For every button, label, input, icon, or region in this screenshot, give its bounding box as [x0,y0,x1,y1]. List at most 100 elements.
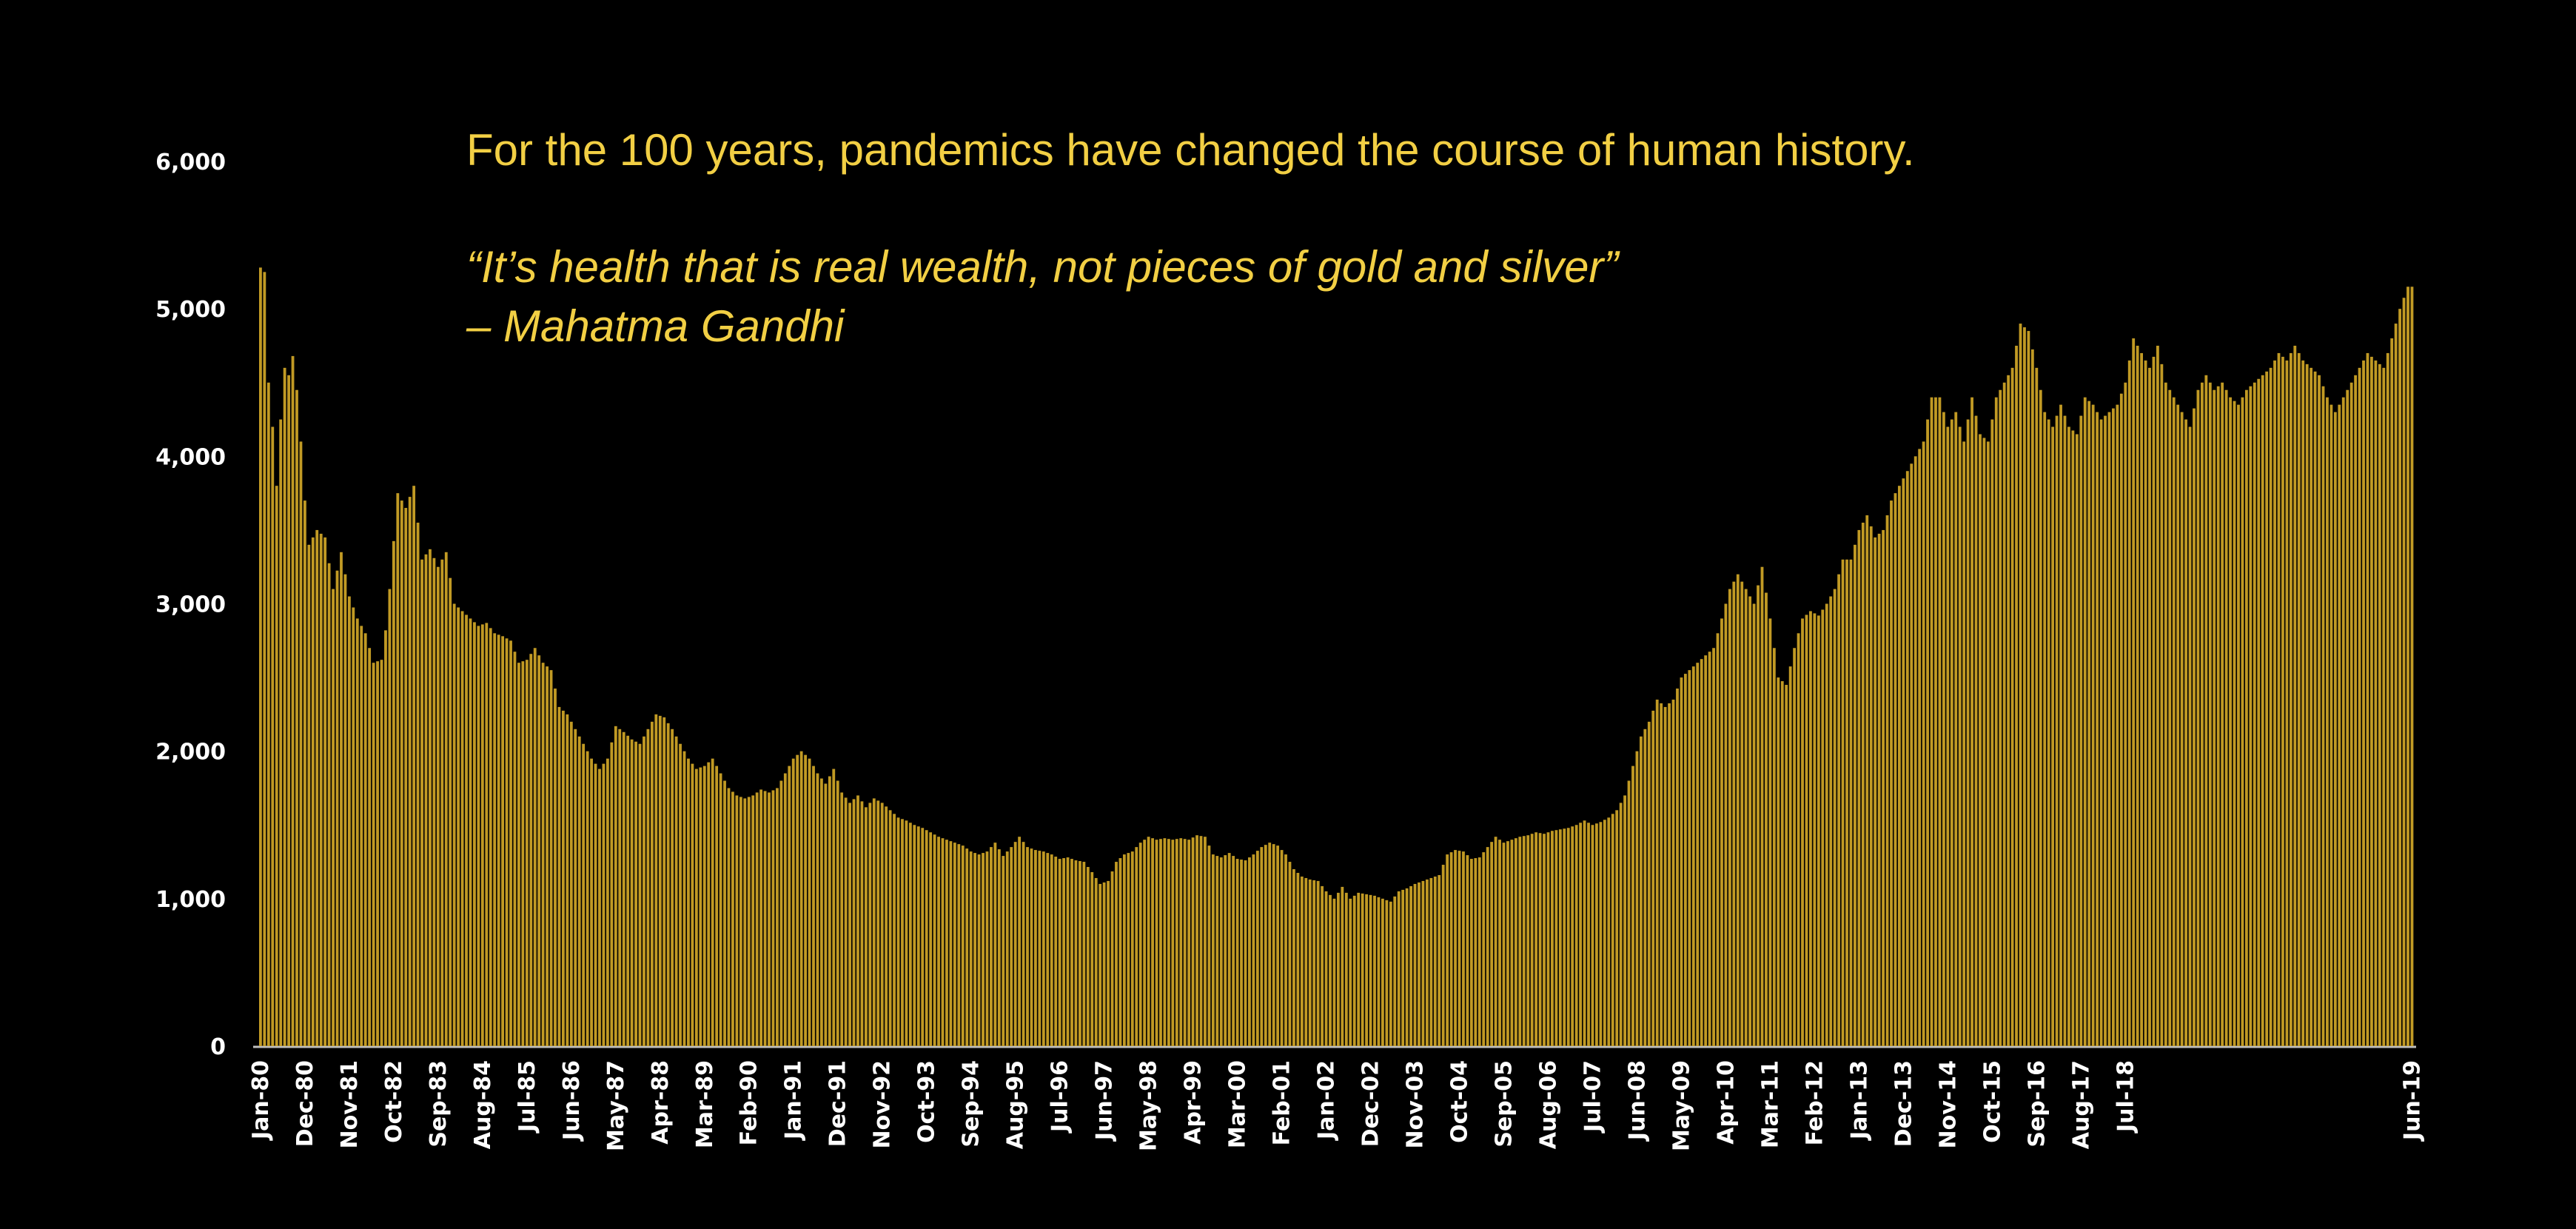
bar [291,355,295,1046]
bar [363,633,367,1046]
bar [1284,854,1287,1046]
bar [2160,364,2164,1047]
bar [2116,404,2119,1047]
bar [2083,397,2087,1046]
x-tick-label: Oct-15 [1979,1060,2005,1143]
bar [1365,894,1368,1046]
bar [819,778,823,1046]
bar [1361,893,1364,1046]
bar [2144,360,2147,1047]
bar [840,792,844,1046]
bar [1082,862,1086,1046]
x-tick-label: Feb-90 [737,1060,762,1145]
x-tick-label: Dec-02 [1358,1060,1384,1147]
bar [602,763,606,1046]
bar [2071,430,2075,1046]
bar [1587,823,1590,1046]
bar [2200,382,2204,1046]
bar [1543,834,1546,1046]
bar [808,758,811,1047]
bar [360,626,363,1047]
bar [368,648,372,1046]
bar [1062,858,1065,1046]
x-tick-label: Mar-11 [1757,1060,1783,1148]
bar [1034,850,1037,1046]
quote-text: “It’s health that is real wealth, not pi… [466,242,1619,292]
bar [1930,397,1933,1046]
bar [1409,885,1412,1046]
bar [687,758,690,1047]
x-tick-label: Jun-86 [559,1060,585,1142]
y-tick-label: 5,000 [155,297,226,323]
bar [1421,880,1425,1046]
bar [311,537,315,1047]
bar [315,529,319,1046]
bar [1691,666,1695,1046]
bar [2208,382,2212,1046]
bar [2091,404,2095,1047]
bar [747,797,751,1046]
bar [1264,845,1267,1046]
bar [2030,349,2034,1046]
bar [1099,883,1102,1046]
bar [1167,839,1170,1046]
bar [355,618,359,1046]
bar [1110,871,1114,1046]
bar [1793,648,1797,1046]
x-tick-label: Mar-89 [692,1060,718,1148]
bar [1833,589,1837,1046]
bar [1579,823,1583,1046]
bar [2035,367,2039,1047]
bar [2378,364,2381,1047]
bar [1671,699,1675,1046]
bar [1211,854,1215,1046]
bar [287,375,290,1046]
bar [1732,581,1736,1047]
bar [1841,559,1845,1046]
bar [671,729,674,1046]
bar [2136,345,2139,1047]
bar [1829,596,1833,1046]
bar [533,648,537,1046]
bar [699,767,702,1046]
bar [1874,537,1877,1047]
bar [541,663,545,1046]
bar [2127,360,2131,1047]
bar [1566,828,1570,1046]
bar [1341,886,1344,1046]
bar [2273,360,2276,1047]
bar [2305,364,2309,1047]
bar [335,570,339,1046]
bar [1821,609,1825,1046]
bar [440,559,444,1046]
bar [663,717,666,1046]
bar [925,830,928,1046]
bar [905,820,908,1046]
bar [1010,847,1013,1047]
bar [969,851,973,1046]
bar [977,854,981,1046]
bar [332,589,335,1046]
bar [1255,851,1259,1046]
bar [1381,898,1384,1046]
bar [2354,375,2358,1046]
bar [2237,404,2240,1047]
bar [1611,814,1614,1046]
bar [860,801,864,1046]
bar [1042,851,1045,1046]
bar [1288,862,1292,1046]
bar [1179,838,1183,1046]
bar [2257,378,2261,1046]
bar [408,497,412,1046]
bar [1595,823,1598,1046]
bar [916,826,920,1046]
bar [2244,389,2248,1046]
bar [1030,848,1033,1046]
bar [2055,415,2059,1046]
bar [868,803,872,1047]
x-tick-label: Apr-88 [648,1060,674,1145]
bar [1635,751,1639,1046]
bar [1615,810,1619,1046]
bar [1276,845,1280,1046]
bar [1312,880,1316,1046]
